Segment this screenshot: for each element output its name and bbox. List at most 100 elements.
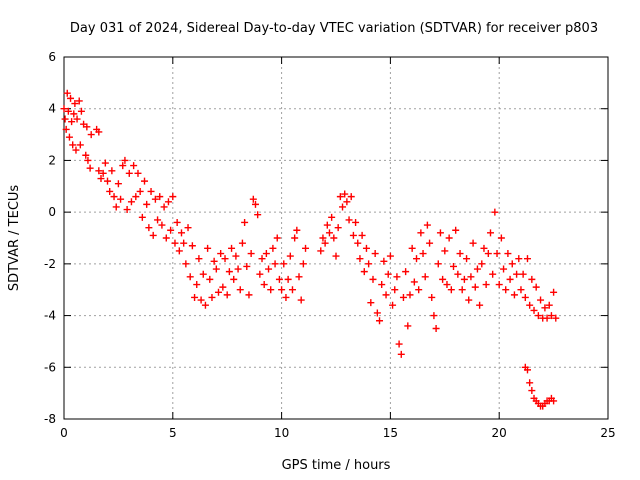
data-point xyxy=(339,203,347,211)
data-point xyxy=(391,286,399,294)
data-point xyxy=(284,275,292,283)
data-point xyxy=(473,265,481,273)
data-point xyxy=(447,286,455,294)
data-point xyxy=(197,296,205,304)
data-point xyxy=(486,229,494,237)
data-point xyxy=(214,288,222,296)
data-point xyxy=(110,193,118,201)
data-point xyxy=(180,239,188,247)
data-point xyxy=(547,312,555,320)
data-point xyxy=(428,293,436,301)
y-tick-label: 0 xyxy=(48,205,56,219)
data-point xyxy=(323,221,331,229)
data-point xyxy=(191,293,199,301)
x-tick-label: 15 xyxy=(383,426,398,440)
data-point xyxy=(141,177,149,185)
data-point xyxy=(402,268,410,276)
data-point xyxy=(258,255,266,263)
data-point xyxy=(517,286,525,294)
data-point xyxy=(145,224,153,232)
data-point xyxy=(441,247,449,255)
data-point xyxy=(293,226,301,234)
data-point xyxy=(169,193,177,201)
data-point xyxy=(119,162,127,170)
data-point xyxy=(143,200,151,208)
data-point xyxy=(552,314,560,322)
data-point xyxy=(83,123,91,131)
data-point xyxy=(399,293,407,301)
data-point xyxy=(184,224,192,232)
data-point xyxy=(256,270,264,278)
data-point xyxy=(193,281,201,289)
data-point xyxy=(319,234,327,242)
data-point xyxy=(130,162,138,170)
data-point xyxy=(341,190,349,198)
data-point xyxy=(206,275,214,283)
data-point xyxy=(132,193,140,201)
data-point xyxy=(352,218,360,226)
data-point xyxy=(97,175,105,183)
data-point xyxy=(519,270,527,278)
y-tick-label: -8 xyxy=(44,412,56,426)
data-point xyxy=(254,211,262,219)
data-point xyxy=(545,301,553,309)
data-point xyxy=(291,234,299,242)
data-point xyxy=(64,107,72,115)
data-point xyxy=(471,283,479,291)
data-point xyxy=(167,226,175,234)
data-point xyxy=(173,218,181,226)
data-point xyxy=(82,151,90,159)
data-point xyxy=(360,268,368,276)
data-point xyxy=(70,110,78,118)
data-point xyxy=(158,221,166,229)
data-point xyxy=(62,125,70,133)
data-point xyxy=(217,250,225,258)
data-point xyxy=(147,187,155,195)
data-point xyxy=(232,252,240,260)
data-point xyxy=(445,234,453,242)
data-point xyxy=(275,275,283,283)
plot-frame xyxy=(63,56,609,420)
data-point xyxy=(389,301,397,309)
x-tick-label: 10 xyxy=(274,426,289,440)
data-point xyxy=(408,244,416,252)
grid xyxy=(64,57,608,419)
data-point xyxy=(384,270,392,278)
data-point xyxy=(87,131,95,139)
data-point xyxy=(84,156,92,164)
data-point xyxy=(63,89,71,97)
data-point xyxy=(77,107,85,115)
data-point xyxy=(526,301,534,309)
data-point xyxy=(186,273,194,281)
data-point xyxy=(345,216,353,224)
data-point xyxy=(238,239,246,247)
data-point xyxy=(154,216,162,224)
data-point xyxy=(61,115,69,123)
data-point xyxy=(508,260,516,268)
data-point xyxy=(295,273,303,281)
data-point xyxy=(404,322,412,330)
data-point xyxy=(421,273,429,281)
data-point xyxy=(230,275,238,283)
data-point xyxy=(495,281,503,289)
data-point xyxy=(347,193,355,201)
chart-title: Day 031 of 2024, Sidereal Day-to-day VTE… xyxy=(70,21,598,36)
data-point xyxy=(336,193,344,201)
data-point xyxy=(493,250,501,258)
data-point xyxy=(478,260,486,268)
data-point xyxy=(73,115,81,123)
data-point xyxy=(504,250,512,258)
data-point xyxy=(482,281,490,289)
data-point xyxy=(426,239,434,247)
data-point xyxy=(164,198,172,206)
data-point xyxy=(68,118,76,126)
data-point xyxy=(454,270,462,278)
data-point xyxy=(223,291,231,299)
data-point xyxy=(358,231,366,239)
data-point xyxy=(378,281,386,289)
x-tick-labels: 0 5 10 15 20 25 xyxy=(60,426,615,440)
data-point xyxy=(371,250,379,258)
data-point xyxy=(262,250,270,258)
data-point xyxy=(95,167,103,175)
